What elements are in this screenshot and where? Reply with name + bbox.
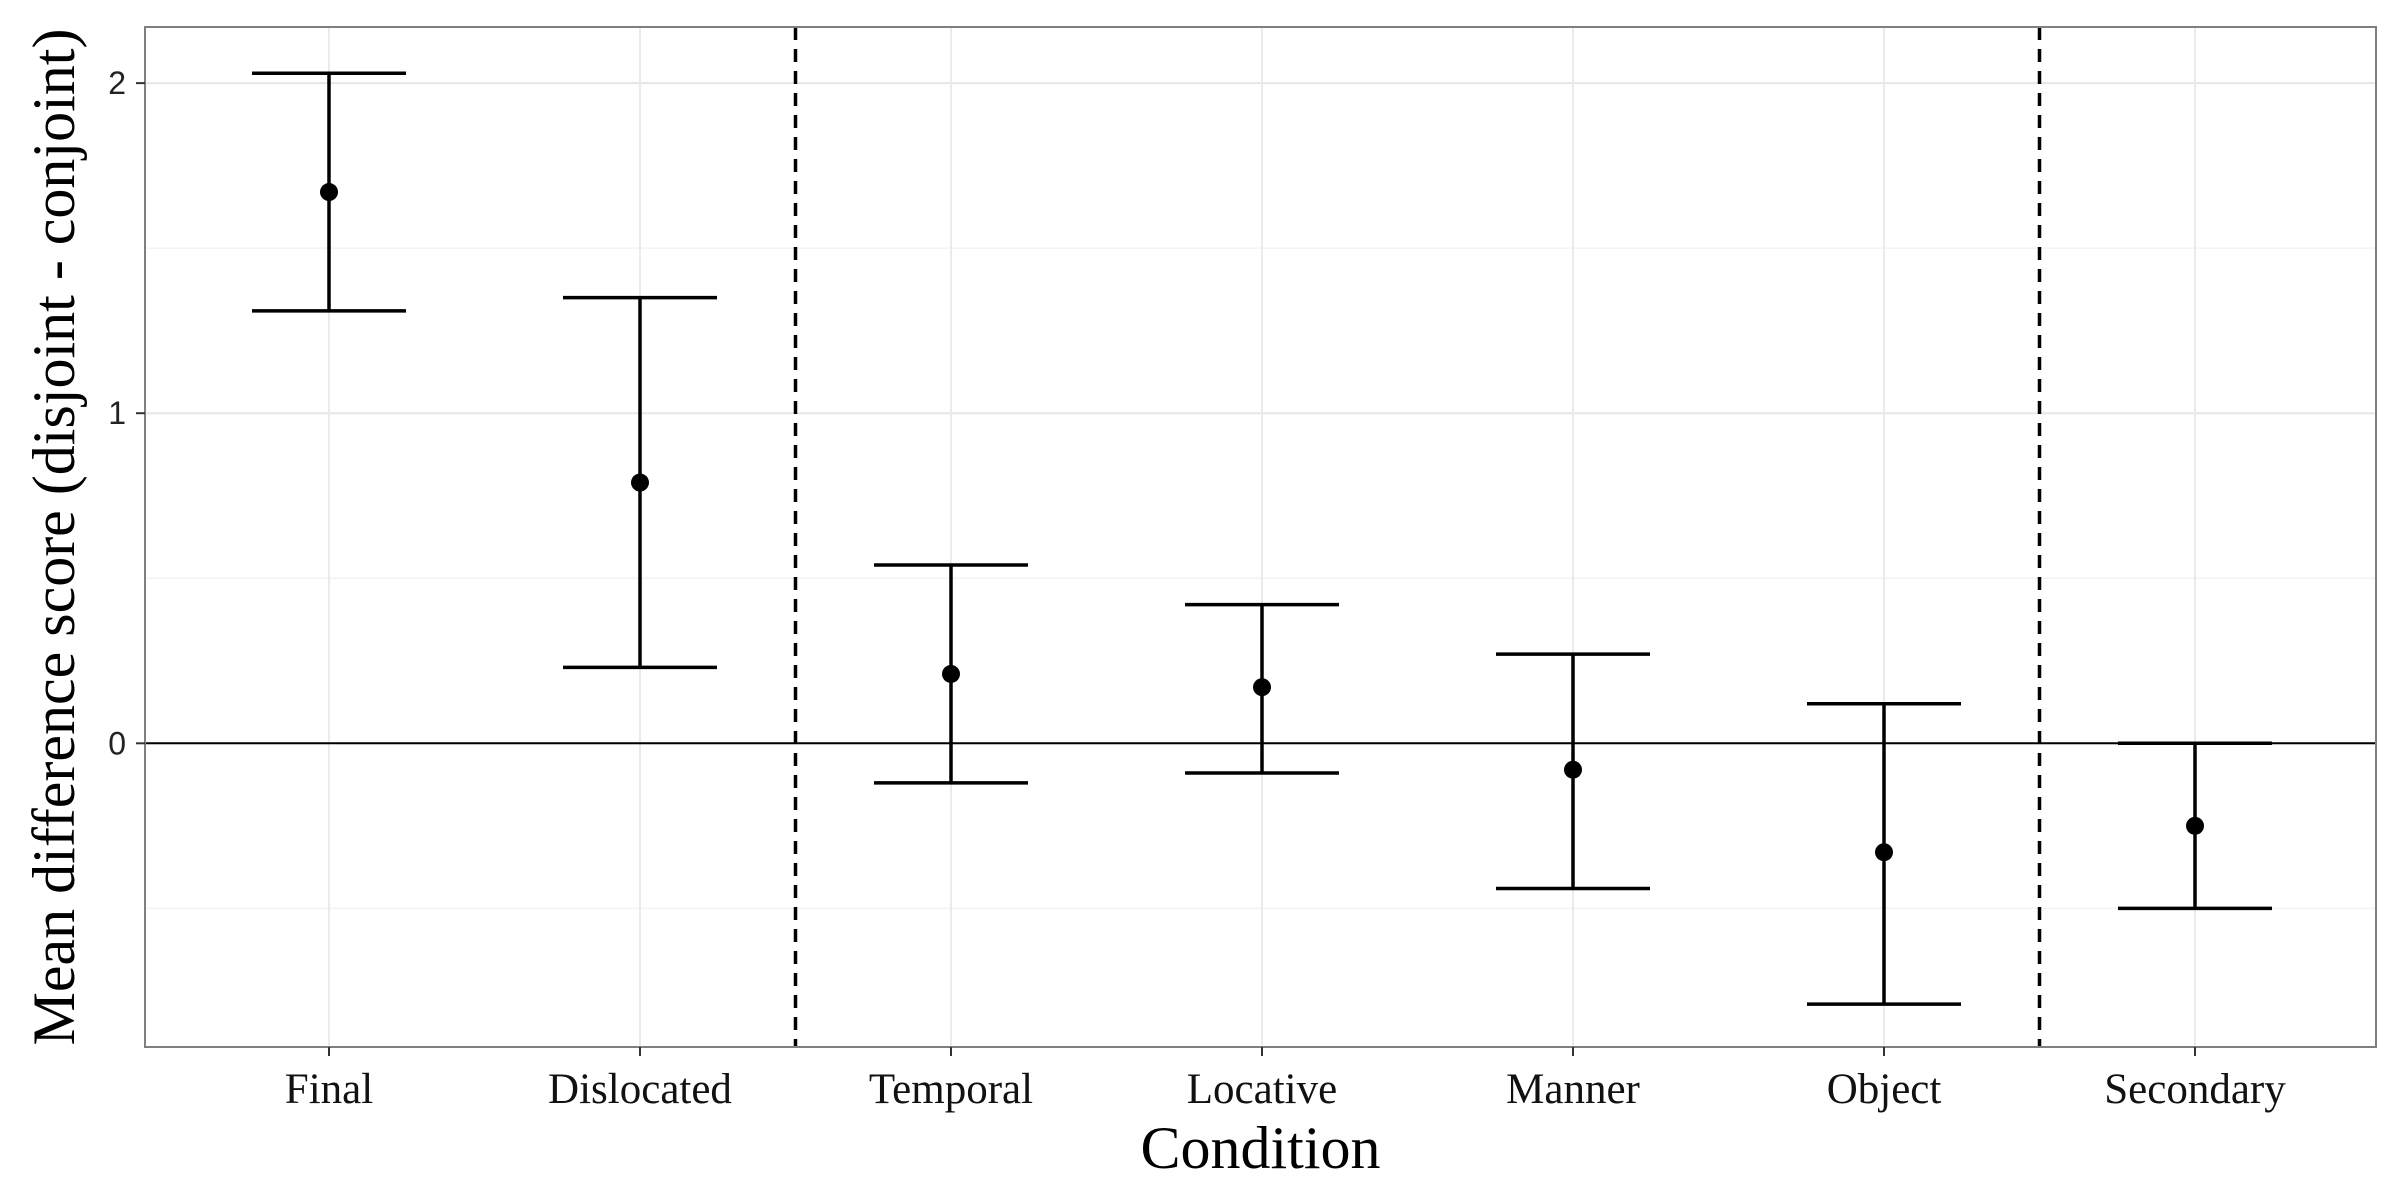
mean-point-manner	[1564, 760, 1582, 779]
panel-border	[144, 26, 2377, 1048]
x-tick-label-temporal: Temporal	[869, 1066, 1033, 1113]
mean-point-temporal	[942, 664, 960, 683]
y-tick-label: 0	[108, 725, 126, 761]
x-axis-title: Condition	[1140, 1115, 1380, 1181]
x-axis-ticks: Final Dislocated Temporal Locative Manner Obj…	[285, 1047, 2286, 1113]
y-axis-title: Mean difference score (disjoint - conjoi…	[21, 29, 87, 1046]
mean-points	[320, 183, 2204, 862]
mean-point-object	[1875, 843, 1893, 862]
mean-point-secondary	[2186, 816, 2204, 835]
mean-point-final	[320, 183, 338, 202]
y-tick-label: 1	[108, 395, 126, 431]
x-tick-label-dislocated: Dislocated	[548, 1066, 732, 1113]
x-tick-label-locative: Locative	[1187, 1066, 1337, 1113]
y-axis-ticks: 0 1 2	[108, 65, 145, 761]
x-tick-label-final: Final	[285, 1066, 373, 1113]
mean-point-locative	[1253, 678, 1271, 697]
y-tick-label: 2	[108, 65, 126, 101]
mean-point-dislocated	[631, 473, 649, 492]
x-tick-label-secondary: Secondary	[2104, 1066, 2286, 1113]
x-tick-label-object: Object	[1827, 1066, 1942, 1113]
x-tick-label-manner: Manner	[1506, 1066, 1640, 1113]
